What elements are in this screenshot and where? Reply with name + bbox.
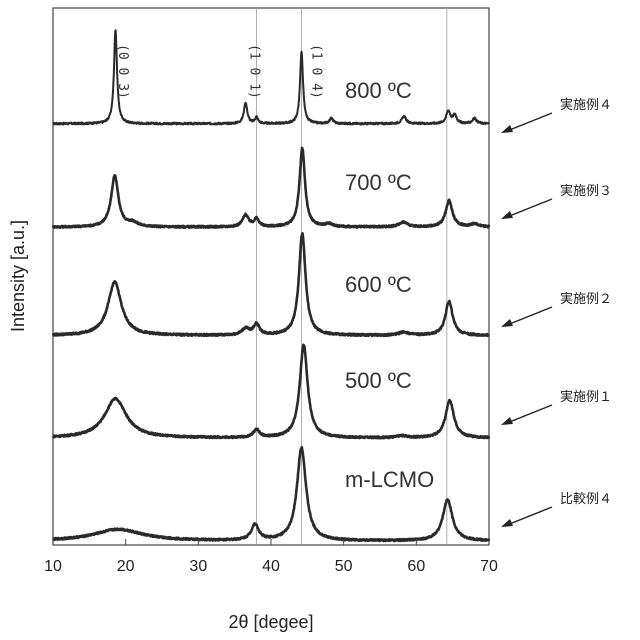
- series-name-label-2: 実施例２: [560, 291, 612, 307]
- x-tick-label-1: 20: [117, 558, 135, 575]
- peak-label-2: (1 0 4): [309, 44, 324, 99]
- series-temp-label-4: m-LCMO: [345, 467, 434, 492]
- series-name-label-3: 実施例１: [560, 389, 612, 405]
- series-arrow-3: [507, 405, 552, 423]
- series-arrow-4: [507, 507, 552, 525]
- series-layer: [53, 30, 489, 541]
- series-arrowhead-4: [501, 519, 513, 527]
- x-tick-label-6: 70: [480, 558, 498, 575]
- series-trace-3: [53, 345, 489, 438]
- peak-labels: (0 0 3) (1 0 1) (1 0 4): [115, 44, 323, 99]
- series-arrow-0: [507, 113, 552, 131]
- peak-label-1: (1 0 1): [247, 44, 262, 99]
- x-axis-title: 2θ [degee]: [228, 612, 313, 632]
- series-arrowhead-2: [501, 319, 513, 327]
- series-trace-2: [53, 233, 489, 336]
- x-tick-label-2: 30: [189, 558, 207, 575]
- series-trace-1: [53, 148, 489, 228]
- series-arrow-2: [507, 307, 552, 325]
- series-arrowhead-1: [501, 211, 513, 219]
- series-trace-4: [53, 447, 489, 541]
- peak-label-0: (0 0 3): [115, 44, 130, 99]
- series-arrowhead-0: [501, 125, 513, 133]
- series-name-label-1: 実施例３: [560, 183, 612, 199]
- x-tick-label-0: 10: [44, 558, 62, 575]
- series-name-label-0: 実施例４: [560, 97, 612, 113]
- series-temp-label-2: 600 ºC: [345, 272, 412, 297]
- y-axis-title: Intensity [a.u.]: [8, 220, 28, 332]
- series-arrow-1: [507, 199, 552, 217]
- series-temp-label-0: 800 ºC: [345, 78, 412, 103]
- x-tick-label-4: 50: [335, 558, 353, 575]
- series-temp-label-3: 500 ºC: [345, 368, 412, 393]
- annotations: 800 ºC 実施例４ 700 ºC 実施例３ 600 ºC 実施例２ 500 ºC 実施例１…: [345, 78, 612, 527]
- series-arrowhead-3: [501, 417, 513, 425]
- series-name-label-4: 比較例４: [560, 492, 612, 507]
- x-tick-label-5: 60: [407, 558, 425, 575]
- x-tick-label-3: 40: [262, 558, 280, 575]
- series-temp-label-1: 700 ºC: [345, 170, 412, 195]
